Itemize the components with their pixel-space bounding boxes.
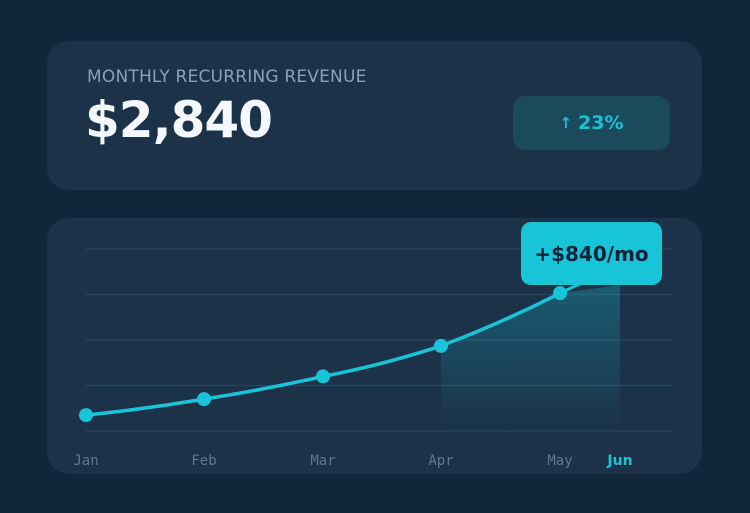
data-point xyxy=(434,338,448,353)
x-tick-label: Jun xyxy=(606,453,632,469)
data-point xyxy=(197,392,211,407)
area-fill xyxy=(441,285,620,431)
data-point xyxy=(553,286,567,301)
x-tick-label: Mar xyxy=(310,453,335,469)
arrow-up-icon: ↑ xyxy=(559,114,573,132)
x-tick-label: May xyxy=(547,453,572,469)
metric-label: MONTHLY RECURRING REVENUE xyxy=(87,67,367,87)
data-point xyxy=(316,369,330,384)
x-tick-label: Feb xyxy=(191,453,216,469)
x-tick-label: Jan xyxy=(73,453,98,469)
x-tick-label: Apr xyxy=(428,453,453,469)
data-point xyxy=(79,408,93,423)
change-text: 23% xyxy=(578,112,624,134)
chart-annotation-tooltip: +$840/mo xyxy=(521,222,662,285)
change-badge: ↑ 23% xyxy=(513,96,670,150)
metric-value: $2,840 xyxy=(85,91,273,149)
mrr-summary-card: MONTHLY RECURRING REVENUE $2,840 ↑ 23% xyxy=(47,41,702,190)
